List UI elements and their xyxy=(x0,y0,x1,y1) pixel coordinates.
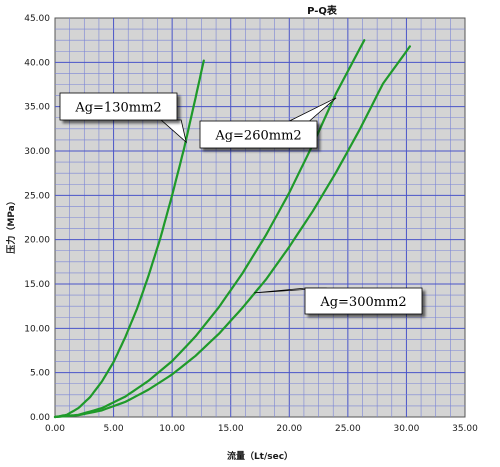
callout-label: Ag=260mm2 xyxy=(214,129,301,144)
axis-layer: 0.00 5.00 10.00 15.00 20.00 25.00 30.00 35.00 0.… xyxy=(24,14,478,434)
series-layer xyxy=(53,39,411,419)
callout-layer: Ag=130mm2 Ag=260mm2 Ag=300mm2 xyxy=(59,92,423,315)
callout-3: Ag=300mm2 xyxy=(254,287,423,315)
x-tick-label: 35.00 xyxy=(452,424,478,434)
x-tick-label: 10.00 xyxy=(159,424,185,434)
x-tick-label: 25.00 xyxy=(335,424,361,434)
y-tick-label: 45.00 xyxy=(24,14,50,24)
y-axis-title: 压力（MPa） xyxy=(5,196,17,253)
x-tick-label: 0.00 xyxy=(45,424,65,434)
series-line-2 xyxy=(53,39,366,419)
x-tick-label: 15.00 xyxy=(218,424,244,434)
y-tick-label: 25.00 xyxy=(24,191,50,201)
callout-1: Ag=130mm2 xyxy=(59,92,187,144)
x-tick-label: 20.00 xyxy=(276,424,302,434)
y-tick-label: 10.00 xyxy=(24,324,50,334)
callout-label: Ag=130mm2 xyxy=(74,101,161,116)
callout-box xyxy=(199,120,318,149)
y-tick-label: 15.00 xyxy=(24,280,50,290)
series-line-3 xyxy=(53,45,411,419)
y-tick-label: 5.00 xyxy=(30,369,50,379)
callout-label: Ag=300mm2 xyxy=(319,295,406,310)
series-line-1 xyxy=(53,59,205,419)
y-tick-label: 20.00 xyxy=(24,236,50,246)
callout-2: Ag=260mm2 xyxy=(199,97,337,149)
x-axis-title: 流量（Lt/sec） xyxy=(227,450,293,462)
x-tick-label: 30.00 xyxy=(394,424,420,434)
x-tick-label: 5.00 xyxy=(104,424,124,434)
y-tick-label: 35.00 xyxy=(24,103,50,113)
grid-lines xyxy=(55,18,465,417)
chart-title: P-Q表 xyxy=(307,4,338,17)
callout-box xyxy=(59,92,178,121)
callout-box xyxy=(304,287,423,315)
y-tick-label: 0.00 xyxy=(30,413,50,423)
y-tick-label: 30.00 xyxy=(24,147,50,157)
y-tick-label: 40.00 xyxy=(24,58,50,68)
